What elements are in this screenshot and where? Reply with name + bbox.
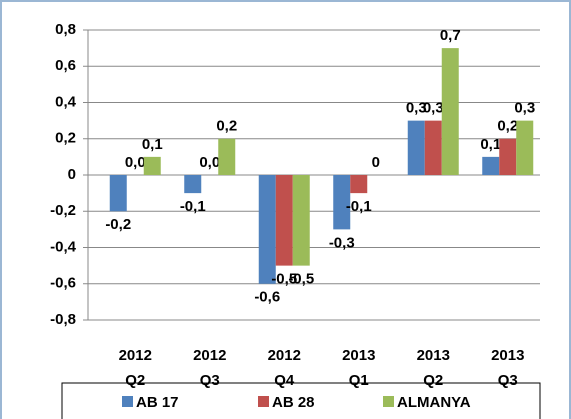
data-label: 0,1 [142, 136, 163, 153]
x-tick-label: 2013 Q3 [491, 347, 525, 389]
data-label: -0,5 [288, 271, 314, 288]
y-tick-label: 0,2 [55, 130, 76, 147]
bar [499, 138, 517, 175]
y-tick-label: 0,6 [55, 57, 76, 74]
legend-swatch [122, 396, 133, 407]
y-tick-label: 0,4 [55, 93, 77, 110]
data-label: 0,3 [406, 100, 427, 117]
legend-label: ALMANYA [397, 394, 471, 411]
bar [482, 156, 500, 175]
data-label: 0,3 [423, 100, 444, 117]
bar [350, 175, 368, 194]
x-tick-label: 2012 Q2 [118, 347, 152, 389]
data-label: 0,7 [440, 27, 461, 44]
legend-label: AB 17 [136, 394, 179, 411]
data-label: -0,1 [180, 198, 206, 215]
data-label: -0,2 [105, 216, 131, 233]
legend-box [61, 382, 541, 419]
data-label: -0,1 [346, 198, 372, 215]
x-tick-label: 2013 Q1 [342, 347, 376, 389]
data-label: -0,6 [254, 289, 280, 306]
data-label: 0,2 [216, 118, 237, 135]
data-label: 0,0 [125, 154, 146, 171]
data-label: 0,0 [199, 154, 220, 171]
bar [292, 175, 310, 266]
data-label: 0 [372, 154, 380, 171]
legend-label: AB 28 [272, 394, 315, 411]
y-tick-label: 0 [68, 166, 76, 183]
data-label: 0,2 [497, 118, 518, 135]
legend-swatch [258, 396, 269, 407]
bar [333, 175, 351, 230]
data-label: -0,5 [271, 271, 297, 288]
bar [143, 156, 161, 175]
bar [109, 175, 127, 212]
bar [441, 48, 459, 175]
x-tick-label: 2012 Q4 [267, 347, 301, 389]
data-label: -0,3 [329, 234, 355, 251]
bar [184, 175, 202, 194]
y-tick-label: -0,2 [50, 202, 76, 219]
y-tick-label: -0,6 [50, 275, 76, 292]
bar [218, 138, 236, 175]
y-tick-label: -0,4 [50, 238, 77, 255]
data-label: 0,1 [480, 136, 501, 153]
y-tick-label: -0,8 [50, 311, 76, 328]
bar [424, 120, 442, 175]
bar [516, 120, 534, 175]
x-tick-label: 2012 Q3 [193, 347, 227, 389]
data-label: 0,3 [514, 100, 535, 117]
bar [258, 175, 276, 284]
x-tick-label: 2013 Q2 [416, 347, 450, 389]
bar [407, 120, 425, 175]
bar [275, 175, 293, 266]
y-tick-label: 0,8 [55, 21, 76, 38]
legend-swatch [383, 396, 394, 407]
